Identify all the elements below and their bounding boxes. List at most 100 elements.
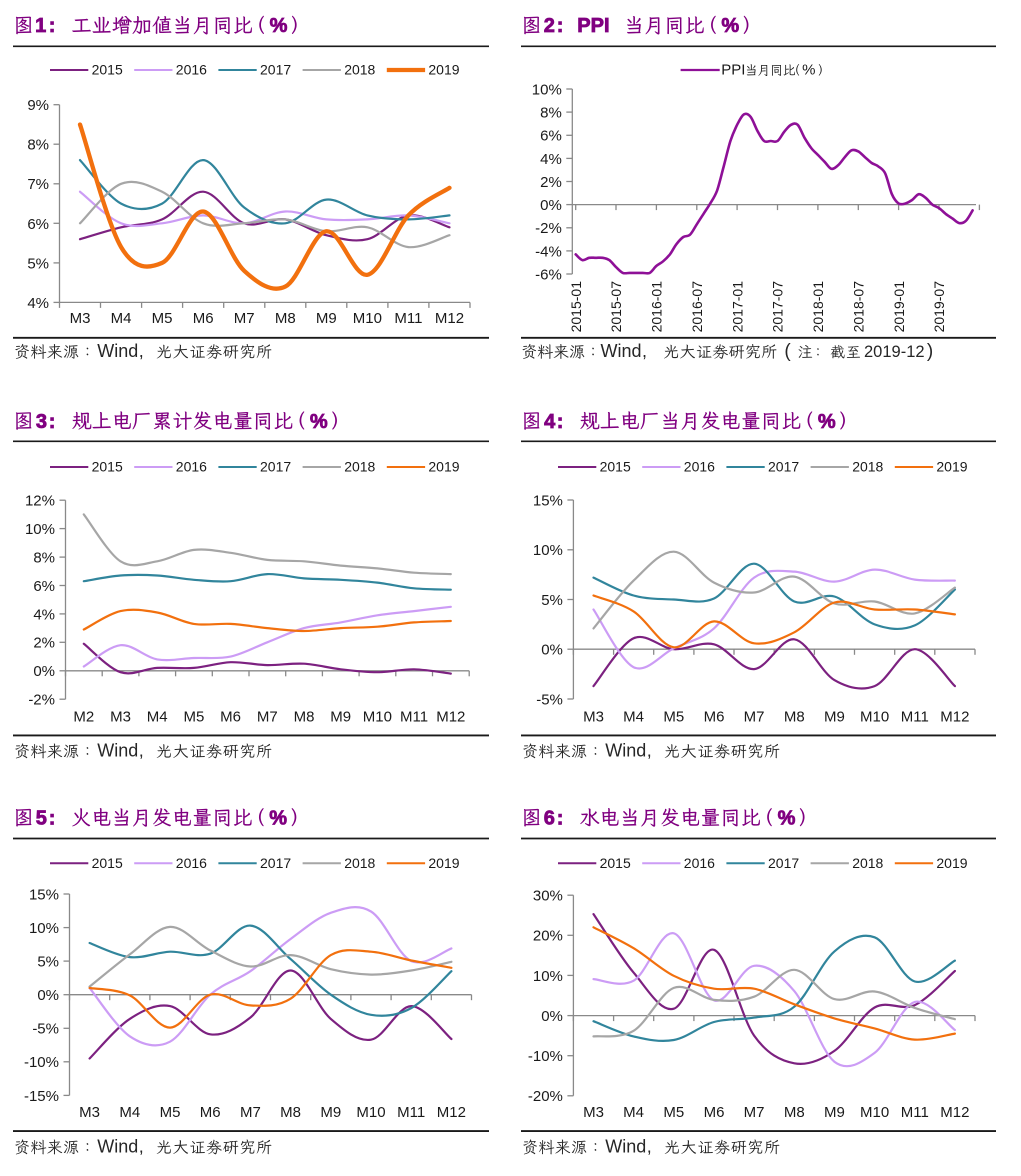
svg-text:8%: 8% [33,550,55,567]
svg-text:M6: M6 [704,1104,725,1121]
svg-text:3: 3 [36,411,47,433]
svg-text:10%: 10% [29,920,59,937]
svg-text:-10%: -10% [24,1054,59,1071]
svg-text:10%: 10% [533,542,563,559]
svg-text:2015: 2015 [600,459,631,475]
svg-text:-4%: -4% [535,243,562,260]
svg-text:2019-07: 2019-07 [931,281,947,333]
svg-text:M5: M5 [183,709,204,726]
svg-text:M11: M11 [901,1104,929,1121]
svg-text:M5: M5 [663,709,684,726]
svg-text:): ) [927,341,933,362]
svg-text:M12: M12 [940,709,969,726]
svg-text:M4: M4 [147,709,168,726]
svg-text:4%: 4% [33,606,55,623]
svg-text:2015-01: 2015-01 [568,281,584,333]
svg-text:%: % [721,15,739,37]
svg-text:M9: M9 [320,1104,341,1121]
svg-text:-5%: -5% [32,1021,59,1038]
svg-text:1: 1 [35,15,46,37]
svg-text:30%: 30% [533,888,563,905]
svg-text:2016-07: 2016-07 [689,281,705,333]
svg-text:2016: 2016 [176,855,207,871]
svg-text:-15%: -15% [24,1088,59,1105]
svg-text:M11: M11 [400,709,428,726]
svg-text:,: , [139,741,144,761]
svg-text:2018: 2018 [344,459,375,475]
svg-text:2016: 2016 [176,459,207,475]
svg-text:2017: 2017 [260,62,291,78]
svg-text:%: % [802,62,815,79]
svg-text:M8: M8 [784,709,805,726]
svg-text:5%: 5% [27,255,49,272]
svg-text:M7: M7 [257,709,278,726]
svg-text::: : [557,15,564,37]
svg-text:M9: M9 [330,709,351,726]
svg-text:PPI: PPI [721,62,745,79]
svg-text:Wind: Wind [97,1137,138,1157]
svg-text:2019: 2019 [936,459,967,475]
svg-text:,: , [139,1137,144,1157]
svg-text:15%: 15% [29,886,59,903]
svg-text:10%: 10% [532,81,562,98]
svg-text:2019-12: 2019-12 [864,343,925,361]
svg-text:M5: M5 [152,310,173,327]
svg-text:2017: 2017 [768,459,799,475]
svg-text:M6: M6 [704,709,725,726]
svg-text:0%: 0% [33,663,55,680]
svg-text:M7: M7 [240,1104,261,1121]
svg-text:M10: M10 [860,1104,889,1121]
svg-text:2%: 2% [33,635,55,652]
svg-text:M4: M4 [623,1104,644,1121]
svg-text:M6: M6 [193,310,214,327]
svg-text:9%: 9% [27,97,49,114]
svg-text:,: , [139,341,144,361]
svg-text:M7: M7 [744,709,765,726]
svg-text:M8: M8 [280,1104,301,1121]
svg-text:2018-01: 2018-01 [810,281,826,333]
svg-text:4%: 4% [27,295,49,312]
svg-text:10%: 10% [533,968,563,985]
svg-text:M10: M10 [860,709,889,726]
svg-text:2%: 2% [540,174,562,191]
svg-text:2015-07: 2015-07 [608,281,624,333]
svg-text:2018-07: 2018-07 [851,281,867,333]
svg-text:6%: 6% [27,216,49,233]
svg-text:M6: M6 [200,1104,221,1121]
svg-text:M6: M6 [220,709,241,726]
svg-text:M5: M5 [160,1104,181,1121]
svg-text:M3: M3 [79,1104,100,1121]
svg-text:8%: 8% [27,137,49,154]
svg-text:M9: M9 [824,709,845,726]
svg-text:M5: M5 [663,1104,684,1121]
svg-text:Wind: Wind [97,341,138,361]
svg-text:7%: 7% [27,176,49,193]
svg-text:6%: 6% [33,578,55,595]
svg-text:M12: M12 [435,310,464,327]
svg-text:Wind: Wind [605,1137,646,1157]
svg-text:2: 2 [544,15,555,37]
svg-text:M7: M7 [234,310,255,327]
svg-text:2015: 2015 [92,855,123,871]
svg-text:M10: M10 [356,1104,385,1121]
svg-text:M10: M10 [353,310,382,327]
svg-text:,: , [647,1137,652,1157]
svg-text:-2%: -2% [28,692,55,709]
svg-text:2015: 2015 [92,459,123,475]
svg-text:M12: M12 [437,1104,466,1121]
svg-text:-5%: -5% [536,691,563,708]
svg-text:5%: 5% [541,592,563,609]
svg-text:2015: 2015 [92,62,123,78]
svg-text:2018: 2018 [852,855,883,871]
svg-text:2017: 2017 [768,855,799,871]
svg-text:2017: 2017 [260,459,291,475]
svg-text:20%: 20% [533,928,563,945]
svg-text:2016: 2016 [684,855,715,871]
svg-text:M3: M3 [583,709,604,726]
svg-text:15%: 15% [533,492,563,509]
svg-text:M3: M3 [110,709,131,726]
svg-text:M11: M11 [397,1104,425,1121]
svg-text:M9: M9 [316,310,337,327]
svg-text:,: , [642,341,647,361]
svg-text:M12: M12 [940,1104,969,1121]
